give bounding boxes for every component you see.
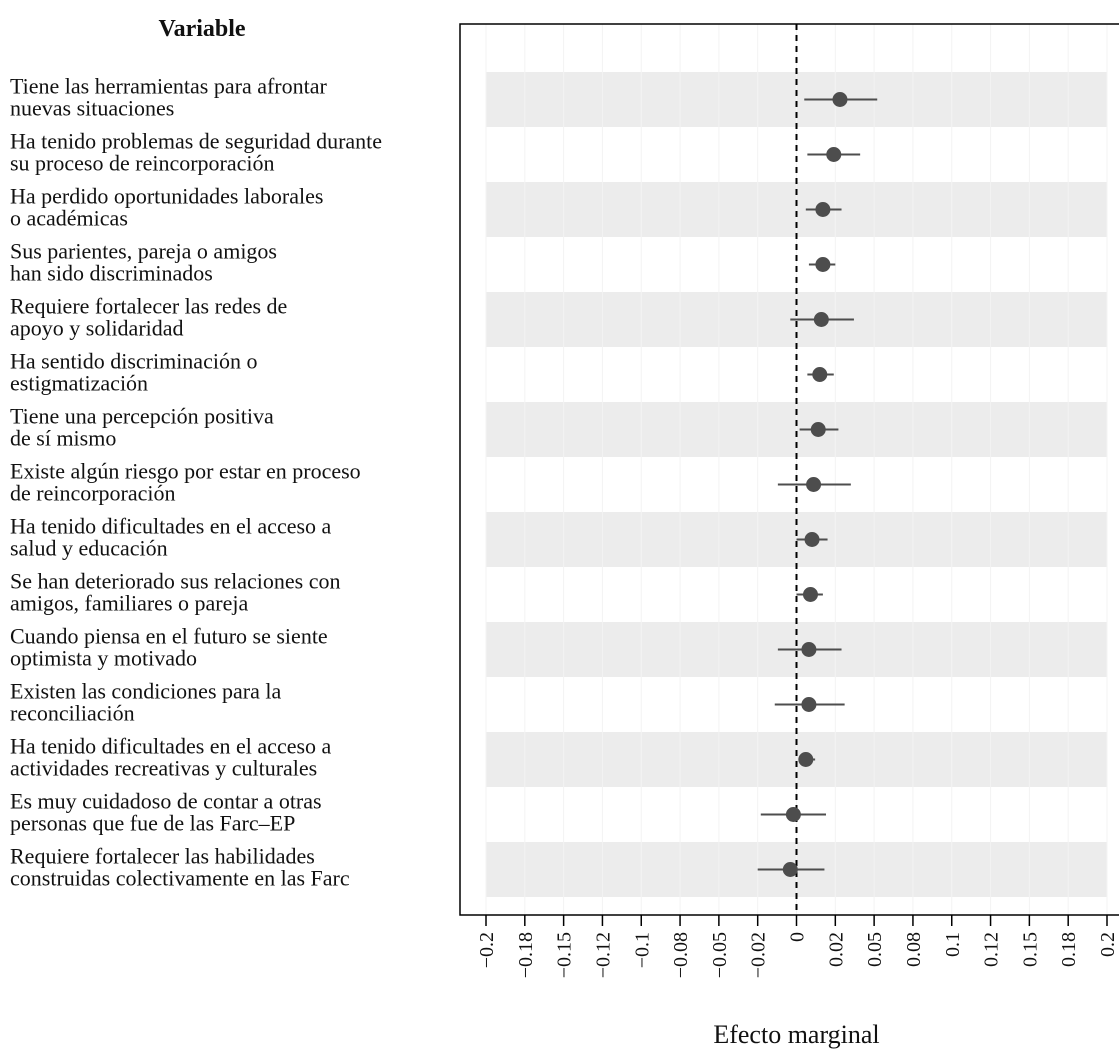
x-tick-label: 0.08 <box>903 932 925 967</box>
plot-panel-border <box>459 23 1119 916</box>
x-tick-label: 0 <box>787 932 809 942</box>
variable-label: Tiene las herramientas para afrontar nuev… <box>10 74 328 121</box>
point-estimate <box>815 202 831 217</box>
column-header: Variable <box>158 16 245 42</box>
variable-label: Es muy cuidadoso de contar a otras person… <box>10 789 322 836</box>
variable-label: Ha tenido problemas de seguridad durante… <box>10 129 382 176</box>
variable-label: Se han deteriorado sus relaciones con ami… <box>10 569 341 616</box>
gridlines <box>485 24 1108 915</box>
x-tick-label: −0.2 <box>476 932 498 968</box>
point-estimate <box>806 477 822 492</box>
point-estimate <box>813 312 829 327</box>
point-estimate <box>782 862 798 877</box>
point-estimate <box>804 532 820 547</box>
point-estimate <box>801 642 817 657</box>
point-estimate <box>812 367 828 382</box>
point-estimate <box>801 697 817 712</box>
variable-label: Requiere fortalecer las habilidades const… <box>10 844 350 891</box>
variable-label: Ha sentido discriminación o estigmatizaci… <box>10 349 257 396</box>
point-estimate <box>802 587 818 602</box>
variable-label: Existen las condiciones para la reconcili… <box>10 679 281 726</box>
x-tick-label: 0.12 <box>981 932 1003 967</box>
point-estimates <box>782 92 848 877</box>
x-tick-label: 0.02 <box>825 932 847 967</box>
variable-label: Ha tenido dificultades en el acceso a act… <box>10 734 332 781</box>
x-tick-label: −0.18 <box>515 932 537 978</box>
x-tick-label: −0.08 <box>670 932 692 978</box>
x-tick-label: −0.12 <box>592 932 614 978</box>
variable-label: Requiere fortalecer las redes de apoyo y … <box>10 294 287 341</box>
x-tick-label: −0.1 <box>631 932 653 968</box>
variable-label: Existe algún riesgo por estar en proceso… <box>10 459 361 506</box>
x-axis-title: Efecto marginal <box>713 1020 879 1049</box>
point-estimate <box>810 422 826 437</box>
point-estimate <box>798 752 814 767</box>
x-tick-label: −0.05 <box>709 932 731 978</box>
variable-label: Ha perdido oportunidades laborales o acad… <box>10 184 323 231</box>
variable-label: Cuando piensa en el futuro se siente opti… <box>10 624 328 671</box>
x-tick-label: 0.15 <box>1019 932 1041 967</box>
variable-labels: Tiene las herramientas para afrontar nuev… <box>10 74 382 891</box>
x-axis-ticks <box>485 915 1108 926</box>
x-tick-label: 0.1 <box>942 932 964 957</box>
point-estimate <box>785 807 801 822</box>
x-axis-tick-labels: −0.2 −0.18 −0.15 −0.12 −0.1 −0.08 −0.05 −0.02 0 0… <box>476 932 1119 978</box>
point-estimate <box>832 92 848 107</box>
x-tick-label: 0.2 <box>1097 932 1119 957</box>
variable-label: Tiene una percepción positiva de sí mismo <box>10 404 274 451</box>
point-estimate <box>826 147 842 162</box>
variable-label: Ha tenido dificultades en el acceso a sal… <box>10 514 332 561</box>
point-estimate <box>815 257 831 272</box>
x-tick-label: −0.02 <box>748 932 770 978</box>
x-tick-label: 0.05 <box>864 932 886 967</box>
x-tick-label: 0.18 <box>1058 932 1080 967</box>
x-tick-label: −0.15 <box>554 932 576 978</box>
variable-label: Sus parientes, pareja o amigos han sido d… <box>10 239 277 286</box>
